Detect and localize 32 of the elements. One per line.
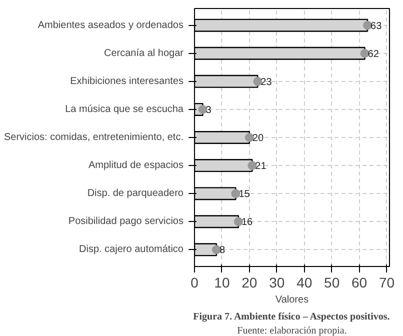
point (234, 217, 243, 226)
data-label: 23 (260, 76, 272, 88)
data-label: 15 (238, 189, 250, 200)
y-tick-label: Disp. de parqueadero (87, 188, 184, 200)
data-label: 63 (370, 20, 382, 32)
y-tick-label: La música que se escucha (65, 104, 184, 115)
x-tick-label: 50 (324, 274, 340, 290)
data-label: 16 (241, 217, 254, 228)
x-axis-title: Valores (275, 294, 309, 306)
x-tick-label: 0 (190, 274, 199, 290)
y-tick-label: Cercanía al hogar (104, 48, 184, 59)
point (231, 189, 240, 198)
x-tick-label: 30 (269, 274, 285, 290)
y-tick-label: Servicios: comidas, entretenimiento, etc. (4, 132, 184, 143)
y-tick-label: Posibilidad pago servicios (68, 216, 184, 228)
x-tick-label: 20 (242, 274, 258, 290)
y-tick-label: Exhibiciones interesantes (70, 76, 184, 87)
data-label: 8 (219, 245, 226, 256)
data-label: 62 (368, 48, 380, 60)
source-note: Fuente: elaboración propia. (237, 326, 347, 336)
data-label: 21 (255, 161, 267, 172)
data-label: 20 (252, 133, 264, 144)
y-tick-label: Ambientes aseados y ordenados (38, 20, 184, 31)
x-tick-label: 70 (378, 274, 395, 290)
y-tick-label: Disp. cajero automático (79, 244, 184, 256)
data-label: 3 (206, 104, 212, 116)
x-tick-label: 40 (296, 274, 312, 290)
x-tick-label: 60 (352, 274, 368, 290)
point (212, 245, 221, 254)
x-tick-label: 10 (214, 274, 230, 290)
y-tick-label: Amplitud de espacios (88, 160, 184, 172)
text: Figura 7. Ambiente físico – Aspectos positivos. (193, 312, 390, 322)
